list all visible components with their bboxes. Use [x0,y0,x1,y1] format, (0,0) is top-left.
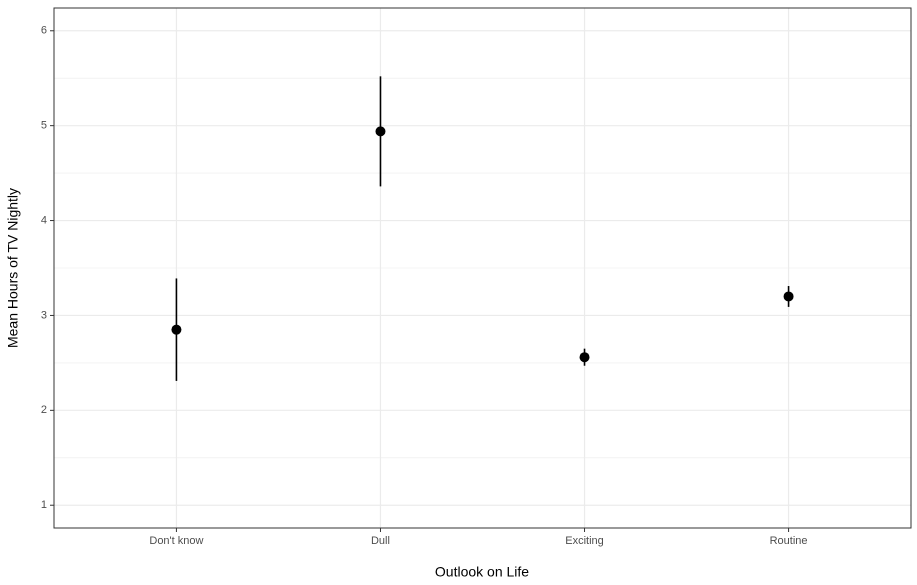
y-tick-label: 5 [41,120,47,132]
y-tick-label: 3 [41,309,47,321]
x-tick-label: Routine [770,535,808,547]
x-tick-label: Dull [371,535,390,547]
y-tick-label: 1 [41,499,47,511]
point [171,324,182,335]
point [783,291,794,302]
x-tick-label: Exciting [565,535,604,547]
y-tick-label: 2 [41,404,47,416]
x-axis-title: Outlook on Life [435,564,529,580]
x-tick-label: Don't know [149,535,203,547]
y-axis-title: Mean Hours of TV Nightly [5,188,21,348]
y-tick-label: 4 [41,214,47,226]
point [579,352,590,363]
y-tick-label: 6 [41,25,47,37]
panel-border [53,7,912,529]
point [375,126,386,137]
